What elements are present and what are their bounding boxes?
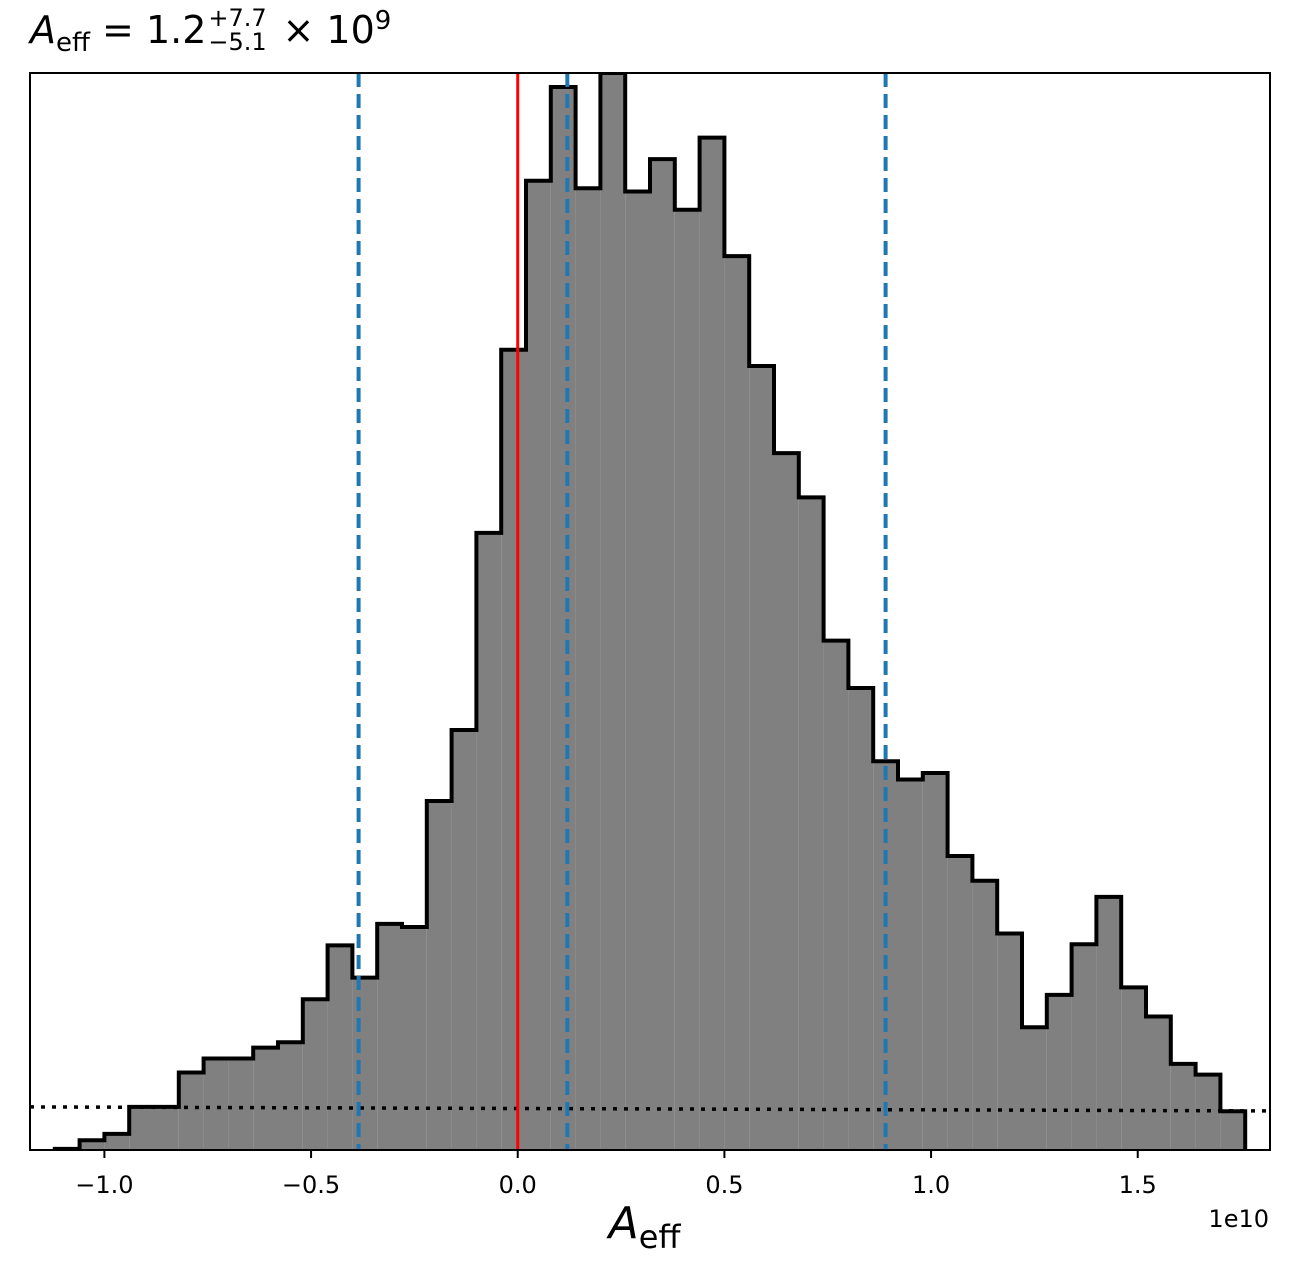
histogram-bar <box>625 191 650 1150</box>
x-tick-label: −0.5 <box>282 1171 340 1199</box>
histogram-bar <box>774 453 799 1150</box>
histogram-bar <box>327 945 353 1150</box>
title-subscript: eff <box>56 28 90 58</box>
histogram-bar <box>178 1072 204 1150</box>
histogram-bar <box>377 923 402 1150</box>
x-tick-label: 1.5 <box>1119 1171 1157 1199</box>
histogram-bar <box>674 209 700 1150</box>
x-tick-label: 0.0 <box>499 1171 537 1199</box>
x-axis-offset-text: 1e10 <box>1208 1205 1269 1233</box>
histogram-bar <box>228 1058 254 1150</box>
x-tick-label: 1.0 <box>912 1171 950 1199</box>
histogram-bar <box>426 801 452 1150</box>
histogram-bar <box>922 773 948 1150</box>
histogram-bar <box>1220 1111 1246 1150</box>
histogram-bar <box>1170 1063 1196 1150</box>
histogram-bar <box>451 729 477 1150</box>
plot-frame <box>29 72 1271 1151</box>
histogram-bar <box>997 933 1022 1150</box>
histogram-bar <box>550 87 576 1150</box>
histogram-bar <box>154 1106 179 1150</box>
x-axis-label-subscript: eff <box>638 1218 681 1256</box>
histogram-bar <box>650 159 675 1150</box>
histogram-bar <box>129 1106 154 1150</box>
histogram-bar <box>1022 1027 1047 1150</box>
histogram-bar <box>526 180 551 1150</box>
histogram-bar <box>575 188 601 1150</box>
histogram-bar <box>1096 896 1122 1150</box>
histogram-bar <box>79 1140 105 1150</box>
x-axis-label: Aeff <box>0 1198 1289 1256</box>
histogram-bar <box>947 855 973 1150</box>
histogram-bar <box>104 1133 130 1150</box>
histogram-bar <box>798 497 824 1150</box>
histogram-bar <box>302 999 328 1150</box>
histogram-bar <box>476 532 502 1150</box>
title-value: 1.2 <box>145 8 207 52</box>
histogram-bar <box>823 640 849 1150</box>
title-upper-error: +7.7 <box>208 4 267 32</box>
title-symbol: A <box>30 8 56 52</box>
histogram-bar <box>848 687 874 1150</box>
histogram-bar <box>1146 1016 1171 1150</box>
histogram-bar <box>402 927 427 1150</box>
histogram-outline <box>52 73 1248 1150</box>
histogram-bar <box>749 365 774 1150</box>
title-errors: +7.7 −5.1 <box>208 4 270 56</box>
histogram-bar <box>1046 994 1072 1150</box>
title-lower-error: −5.1 <box>208 28 267 56</box>
histogram-bar <box>203 1058 229 1150</box>
histogram-bar <box>699 137 725 1150</box>
title-equals: = <box>102 8 134 52</box>
histogram-bar <box>600 73 626 1150</box>
title-times: × <box>282 8 315 52</box>
title-exponent: 9 <box>374 6 392 36</box>
title-base: 10 <box>326 8 375 52</box>
chart-title: Aeff = 1.2 +7.7 −5.1 × 109 <box>30 4 392 58</box>
x-axis-label-symbol: A <box>608 1198 639 1249</box>
histogram-bar <box>898 779 923 1150</box>
histogram-bar <box>501 349 526 1150</box>
histogram-bar <box>352 977 378 1150</box>
histogram-bar <box>253 1047 278 1150</box>
x-tick-label: −1.0 <box>75 1171 133 1199</box>
histogram-bar <box>278 1042 303 1150</box>
histogram-bar <box>1121 987 1146 1150</box>
histogram-bar <box>972 880 998 1150</box>
histogram-bar <box>1071 944 1097 1150</box>
histogram-bar <box>724 256 750 1150</box>
x-tick-label: 0.5 <box>705 1171 743 1199</box>
